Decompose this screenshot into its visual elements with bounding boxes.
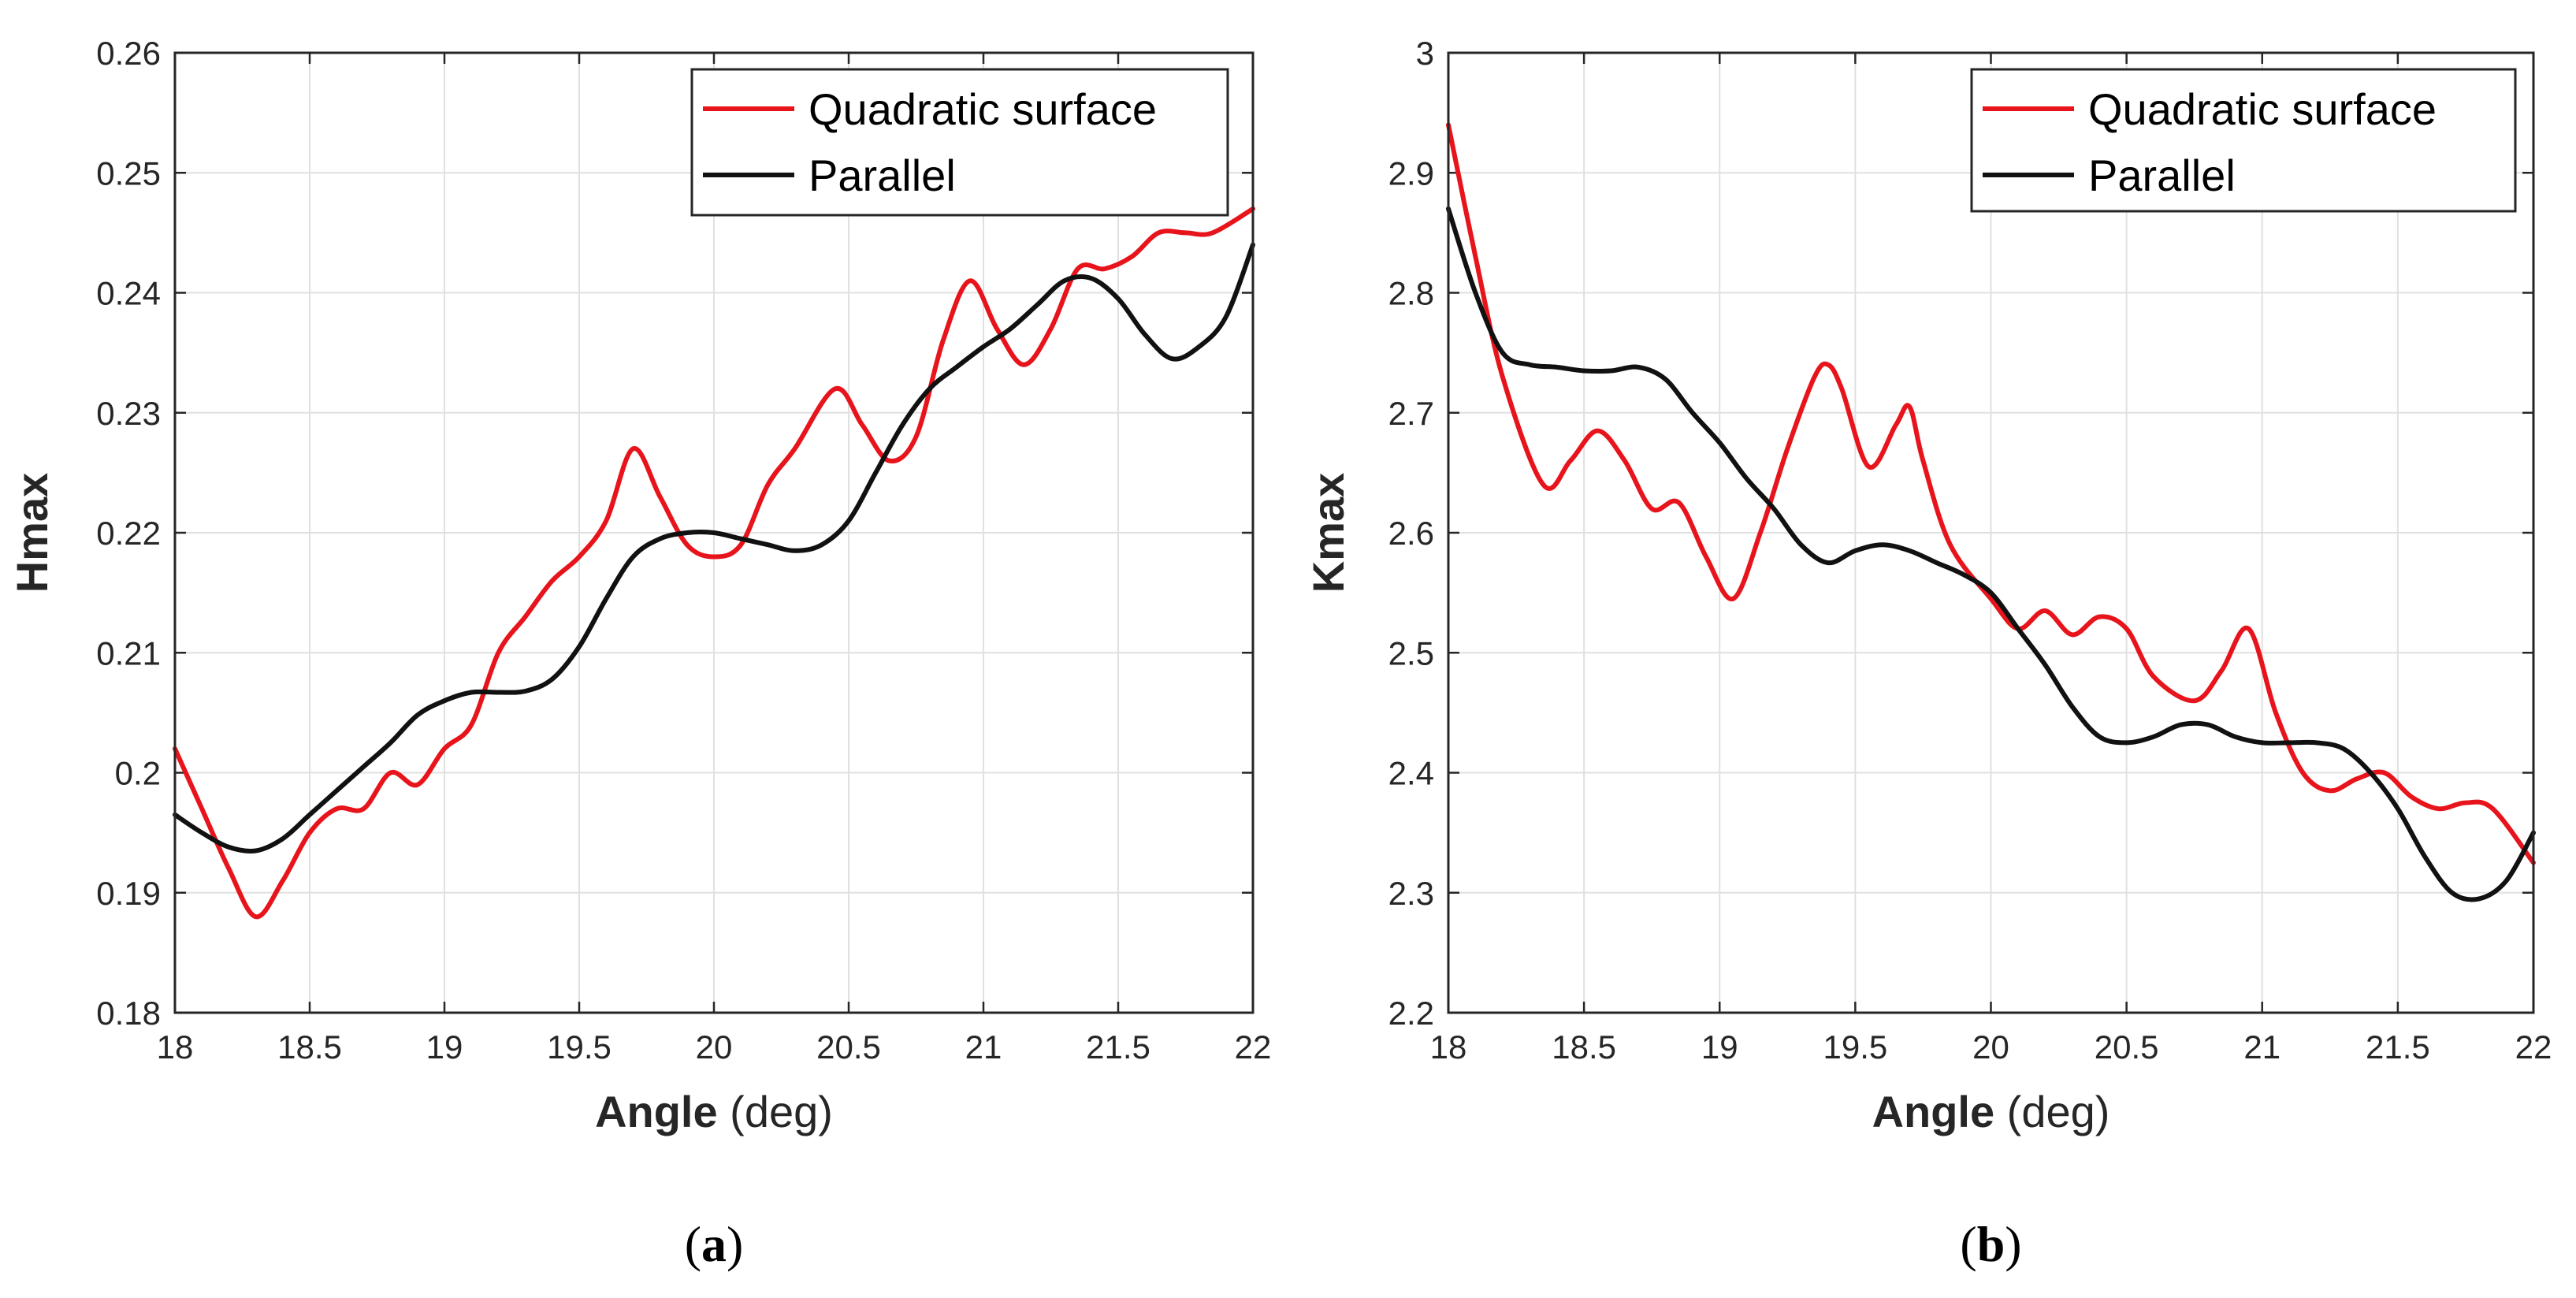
chart-panel-b: 18 18.5 19 19.5 20 20.5 21 21.5 22 2.2 2.3 2.4 2.5 2.… (1303, 35, 2552, 1272)
panel-label: (a) (685, 1216, 744, 1272)
x-tick-label: 19 (426, 1028, 463, 1066)
series-line-parallel (173, 242, 1255, 854)
y-tick-label: 0.2 (115, 755, 161, 792)
y-axis-label: Kmax (1303, 473, 1353, 593)
x-tick-label: 18.5 (1552, 1028, 1616, 1066)
x-tick-label: 20 (696, 1028, 733, 1066)
y-tick-label: 0.23 (96, 395, 161, 432)
x-tick-label: 22 (2515, 1028, 2552, 1066)
x-tick-label: 20.5 (816, 1028, 881, 1066)
series-line-quadratic-surface (1446, 122, 2536, 865)
y-tick-label: 0.24 (96, 275, 161, 312)
legend-box (1970, 68, 2517, 213)
chart-panel-a: 18 18.5 19 19.5 20 20.5 21 21.5 22 0.18 0.19 0.2 0.2… (7, 35, 1271, 1272)
x-axis-label: Angle (deg) (1872, 1087, 2110, 1136)
y-tick-label: 2.2 (1388, 995, 1434, 1032)
x-axis-label-unit: (deg) (1994, 1087, 2109, 1136)
y-tick-label: 2.4 (1388, 755, 1434, 792)
x-axis-label: Angle (deg) (595, 1087, 833, 1136)
x-axis-label-name: Angle (595, 1087, 718, 1136)
x-tick-label: 18 (157, 1028, 194, 1066)
legend: Quadratic surface Parallel (690, 68, 1229, 217)
x-tick-label: 21.5 (2366, 1028, 2430, 1066)
y-tick-label: 2.7 (1388, 395, 1434, 432)
x-tick-label: 21 (965, 1028, 1002, 1066)
y-tick-label: 2.9 (1388, 154, 1434, 192)
y-tick-label: 2.3 (1388, 875, 1434, 912)
legend-label: Parallel (808, 151, 956, 200)
x-tick-label: 18 (1430, 1028, 1467, 1066)
y-tick-label: 0.25 (96, 154, 161, 192)
x-tick-label: 20 (1972, 1028, 2009, 1066)
axes-box (173, 51, 1255, 1014)
x-tick-label: 21.5 (1086, 1028, 1150, 1066)
legend: Quadratic surface Parallel (1970, 68, 2517, 213)
x-tick-label: 19.5 (547, 1028, 611, 1066)
y-tick-label: 3 (1416, 35, 1434, 72)
x-tick-label: 18.5 (277, 1028, 342, 1066)
y-tick-label: 0.26 (96, 35, 161, 72)
y-tick-label: 2.8 (1388, 275, 1434, 312)
legend-label: Quadratic surface (808, 84, 1157, 134)
legend-label: Quadratic surface (2088, 84, 2437, 134)
panel-label: (b) (1960, 1216, 2021, 1272)
y-tick-label: 0.21 (96, 634, 161, 671)
y-tick-label: 2.5 (1388, 634, 1434, 671)
y-tick-label: 0.22 (96, 515, 161, 552)
legend-box (690, 68, 1229, 217)
series-line-quadratic-surface (173, 206, 1255, 920)
x-tick-label: 22 (1235, 1028, 1272, 1066)
y-tick-label: 0.18 (96, 995, 161, 1032)
x-axis-label-unit: (deg) (718, 1087, 833, 1136)
y-tick-label: 2.6 (1388, 515, 1434, 552)
x-tick-label: 19.5 (1823, 1028, 1888, 1066)
x-tick-label: 21 (2243, 1028, 2280, 1066)
x-tick-label: 19 (1701, 1028, 1738, 1066)
y-axis-label: Hmax (7, 473, 57, 593)
x-tick-label: 20.5 (2095, 1028, 2159, 1066)
axes-box (1447, 51, 2535, 1014)
y-tick-label: 0.19 (96, 875, 161, 912)
legend-label: Parallel (2088, 151, 2236, 200)
x-axis-label-name: Angle (1872, 1087, 1995, 1136)
series-line-parallel (1446, 206, 2536, 902)
